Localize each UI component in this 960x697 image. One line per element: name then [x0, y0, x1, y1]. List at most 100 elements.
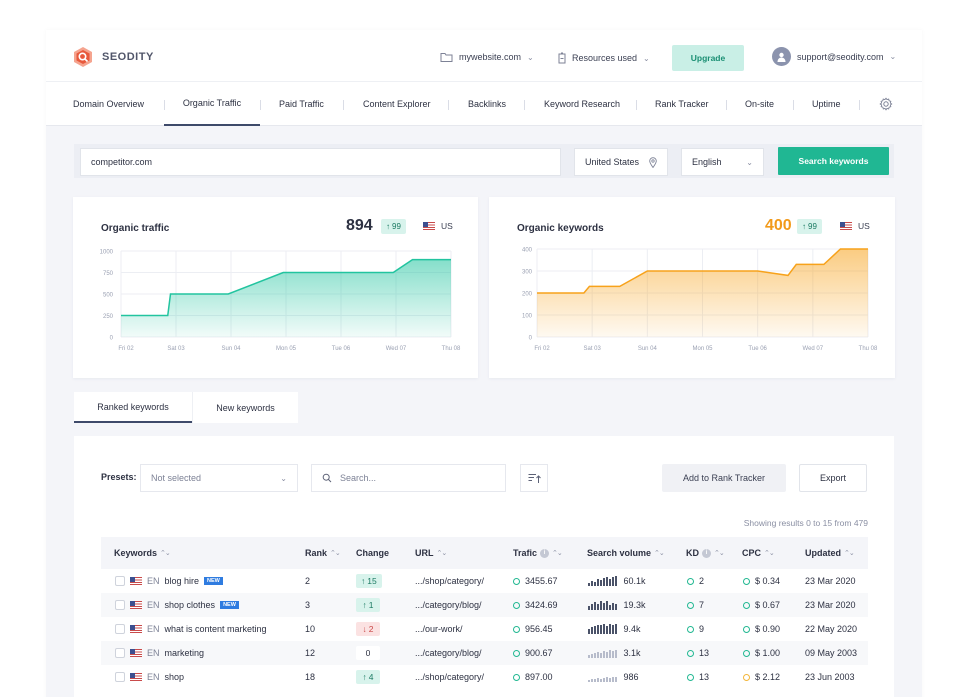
table-row[interactable]: EN marketing 12 0 .../category/blog/900.67 3.…	[101, 641, 868, 665]
row-checkbox[interactable]	[115, 624, 125, 634]
row-keyword[interactable]: blog hire	[164, 576, 200, 586]
website-selector[interactable]: mywebsite.com ⌄	[440, 52, 534, 62]
sort-arrows-icon: ⌃⌄	[714, 550, 725, 557]
status-dot-icon	[743, 649, 750, 657]
settings-button[interactable]	[879, 82, 893, 126]
row-url[interactable]: .../shop/category/	[415, 672, 485, 682]
logo[interactable]: SEODITY	[72, 46, 154, 68]
row-url[interactable]: .../category/blog/	[415, 600, 482, 610]
tab-ranked-keywords[interactable]: Ranked keywords	[74, 392, 192, 423]
row-keyword[interactable]: shop	[164, 672, 185, 682]
sort-icon	[528, 473, 541, 483]
row-kd: 9	[699, 624, 705, 634]
row-kd: 13	[699, 672, 710, 682]
gear-icon	[879, 97, 893, 111]
nav-content-explorer[interactable]: Content Explorer	[363, 99, 431, 109]
row-checkbox[interactable]	[115, 672, 125, 682]
sort-arrows-icon: ⌃⌄	[552, 550, 563, 557]
language-select[interactable]: English ⌄	[681, 148, 764, 176]
x-tick-label: Tue 06	[332, 346, 351, 352]
col-cpc[interactable]: CPC ⌃⌄	[742, 548, 775, 558]
status-dot-icon	[513, 673, 520, 681]
row-url[interactable]: .../our-work/	[415, 624, 463, 634]
x-tick-label: Mon 05	[276, 346, 297, 352]
row-checkbox[interactable]	[115, 648, 125, 658]
add-to-rank-tracker-button[interactable]: Add to Rank Tracker	[662, 464, 786, 492]
y-tick-label: 0	[110, 336, 114, 342]
nav-domain-overview[interactable]: Domain Overview	[73, 99, 145, 109]
user-menu[interactable]: support@seodity.com ⌄	[772, 47, 896, 66]
keywords-change-badge: ↑ 99	[797, 219, 822, 234]
row-rank: 3	[305, 600, 311, 610]
col-change[interactable]: Change	[356, 548, 390, 558]
x-tick-label: Mon 05	[692, 346, 713, 352]
col-keywords[interactable]: Keywords ⌃⌄	[114, 548, 171, 558]
table-row[interactable]: EN shop 18 ↑ 4 .../shop/category/897.00 986 13 $…	[101, 665, 868, 689]
row-traffic: 956.45	[525, 624, 553, 634]
new-badge: NEW	[220, 601, 239, 609]
col-rank[interactable]: Rank ⌃⌄	[305, 548, 341, 558]
nav-backlinks[interactable]: Backlinks	[468, 99, 507, 109]
export-button[interactable]: Export	[799, 464, 867, 492]
x-tick-label: Tue 06	[748, 346, 767, 352]
row-traffic: 897.00	[525, 672, 553, 682]
row-traffic: 3424.69	[525, 600, 558, 610]
search-keywords-button[interactable]: Search keywords	[778, 147, 889, 175]
row-rank: 10	[305, 624, 316, 634]
y-tick-label: 100	[522, 314, 533, 320]
nav-on-site[interactable]: On-site	[745, 99, 775, 109]
presets-select[interactable]: Not selected ⌄	[140, 464, 298, 492]
col-search-volume[interactable]: Search volume ⌃⌄	[587, 548, 665, 558]
arrow-up-icon: ↑	[362, 600, 367, 610]
col-updated[interactable]: Updated ⌃⌄	[805, 548, 855, 558]
sort-arrows-icon: ⌃⌄	[330, 550, 341, 557]
y-tick-label: 0	[529, 336, 533, 342]
col-url[interactable]: URL ⌃⌄	[415, 548, 447, 558]
arrow-up-icon: ↑	[362, 672, 367, 682]
table-row[interactable]: EN blog hire NEW 2 ↑ 15 .../shop/category/3455…	[101, 569, 868, 593]
nav-uptime[interactable]: Uptime	[812, 99, 841, 109]
keyword-search-input[interactable]: Search...	[311, 464, 506, 492]
row-checkbox[interactable]	[115, 576, 125, 586]
nav-paid-traffic[interactable]: Paid Traffic	[279, 99, 324, 109]
arrow-down-icon: ↓	[362, 624, 367, 634]
status-dot-icon	[687, 601, 694, 609]
presets-value: Not selected	[151, 473, 202, 483]
row-keyword[interactable]: what is content marketing	[164, 624, 267, 634]
x-tick-label: Thu 08	[442, 346, 461, 352]
domain-input[interactable]: competitor.com	[80, 148, 561, 176]
row-rank: 2	[305, 576, 311, 586]
row-url[interactable]: .../category/blog/	[415, 648, 482, 658]
col-kd[interactable]: KD i ⌃⌄	[686, 548, 725, 558]
nav-rank-tracker[interactable]: Rank Tracker	[655, 99, 709, 109]
sort-button[interactable]	[520, 464, 548, 492]
x-tick-label: Sun 04	[638, 346, 658, 352]
table-header: Keywords ⌃⌄ Rank ⌃⌄ Change URL ⌃⌄ Trafic i ⌃⌄…	[101, 537, 868, 569]
location-pin-icon	[649, 156, 657, 168]
card-title: Organic keywords	[517, 223, 604, 234]
row-checkbox[interactable]	[115, 600, 125, 610]
resources-selector[interactable]: Resources used ⌄	[558, 52, 650, 64]
row-url[interactable]: .../shop/category/	[415, 576, 485, 586]
x-tick-label: Sat 03	[167, 346, 185, 352]
brand-name: SEODITY	[102, 51, 154, 63]
nav-keyword-research[interactable]: Keyword Research	[544, 99, 621, 109]
app-frame: SEODITY mywebsite.com ⌄ Resources used ⌄…	[46, 30, 922, 697]
status-dot-icon	[513, 625, 520, 633]
table-row[interactable]: EN shop clothes NEW 3 ↑ 1 .../category/blog/34…	[101, 593, 868, 617]
col-trafic[interactable]: Trafic i ⌃⌄	[513, 548, 563, 558]
row-change-badge: ↑ 4	[356, 670, 380, 684]
status-dot-icon	[743, 601, 750, 609]
upgrade-button[interactable]: Upgrade	[672, 45, 744, 71]
y-tick-label: 750	[103, 271, 114, 277]
presets-label: Presets:	[101, 472, 137, 482]
search-icon	[322, 473, 332, 483]
nav-organic-traffic[interactable]: Organic Traffic	[164, 82, 260, 126]
keywords-value: 400	[765, 217, 792, 234]
row-keyword[interactable]: marketing	[164, 648, 205, 658]
series-area	[537, 249, 868, 337]
country-select[interactable]: United States	[574, 148, 668, 176]
tab-new-keywords[interactable]: New keywords	[192, 392, 298, 423]
table-row[interactable]: EN what is content marketing 10 ↓ 2 .../our-w…	[101, 617, 868, 641]
row-keyword[interactable]: shop clothes	[164, 600, 216, 610]
